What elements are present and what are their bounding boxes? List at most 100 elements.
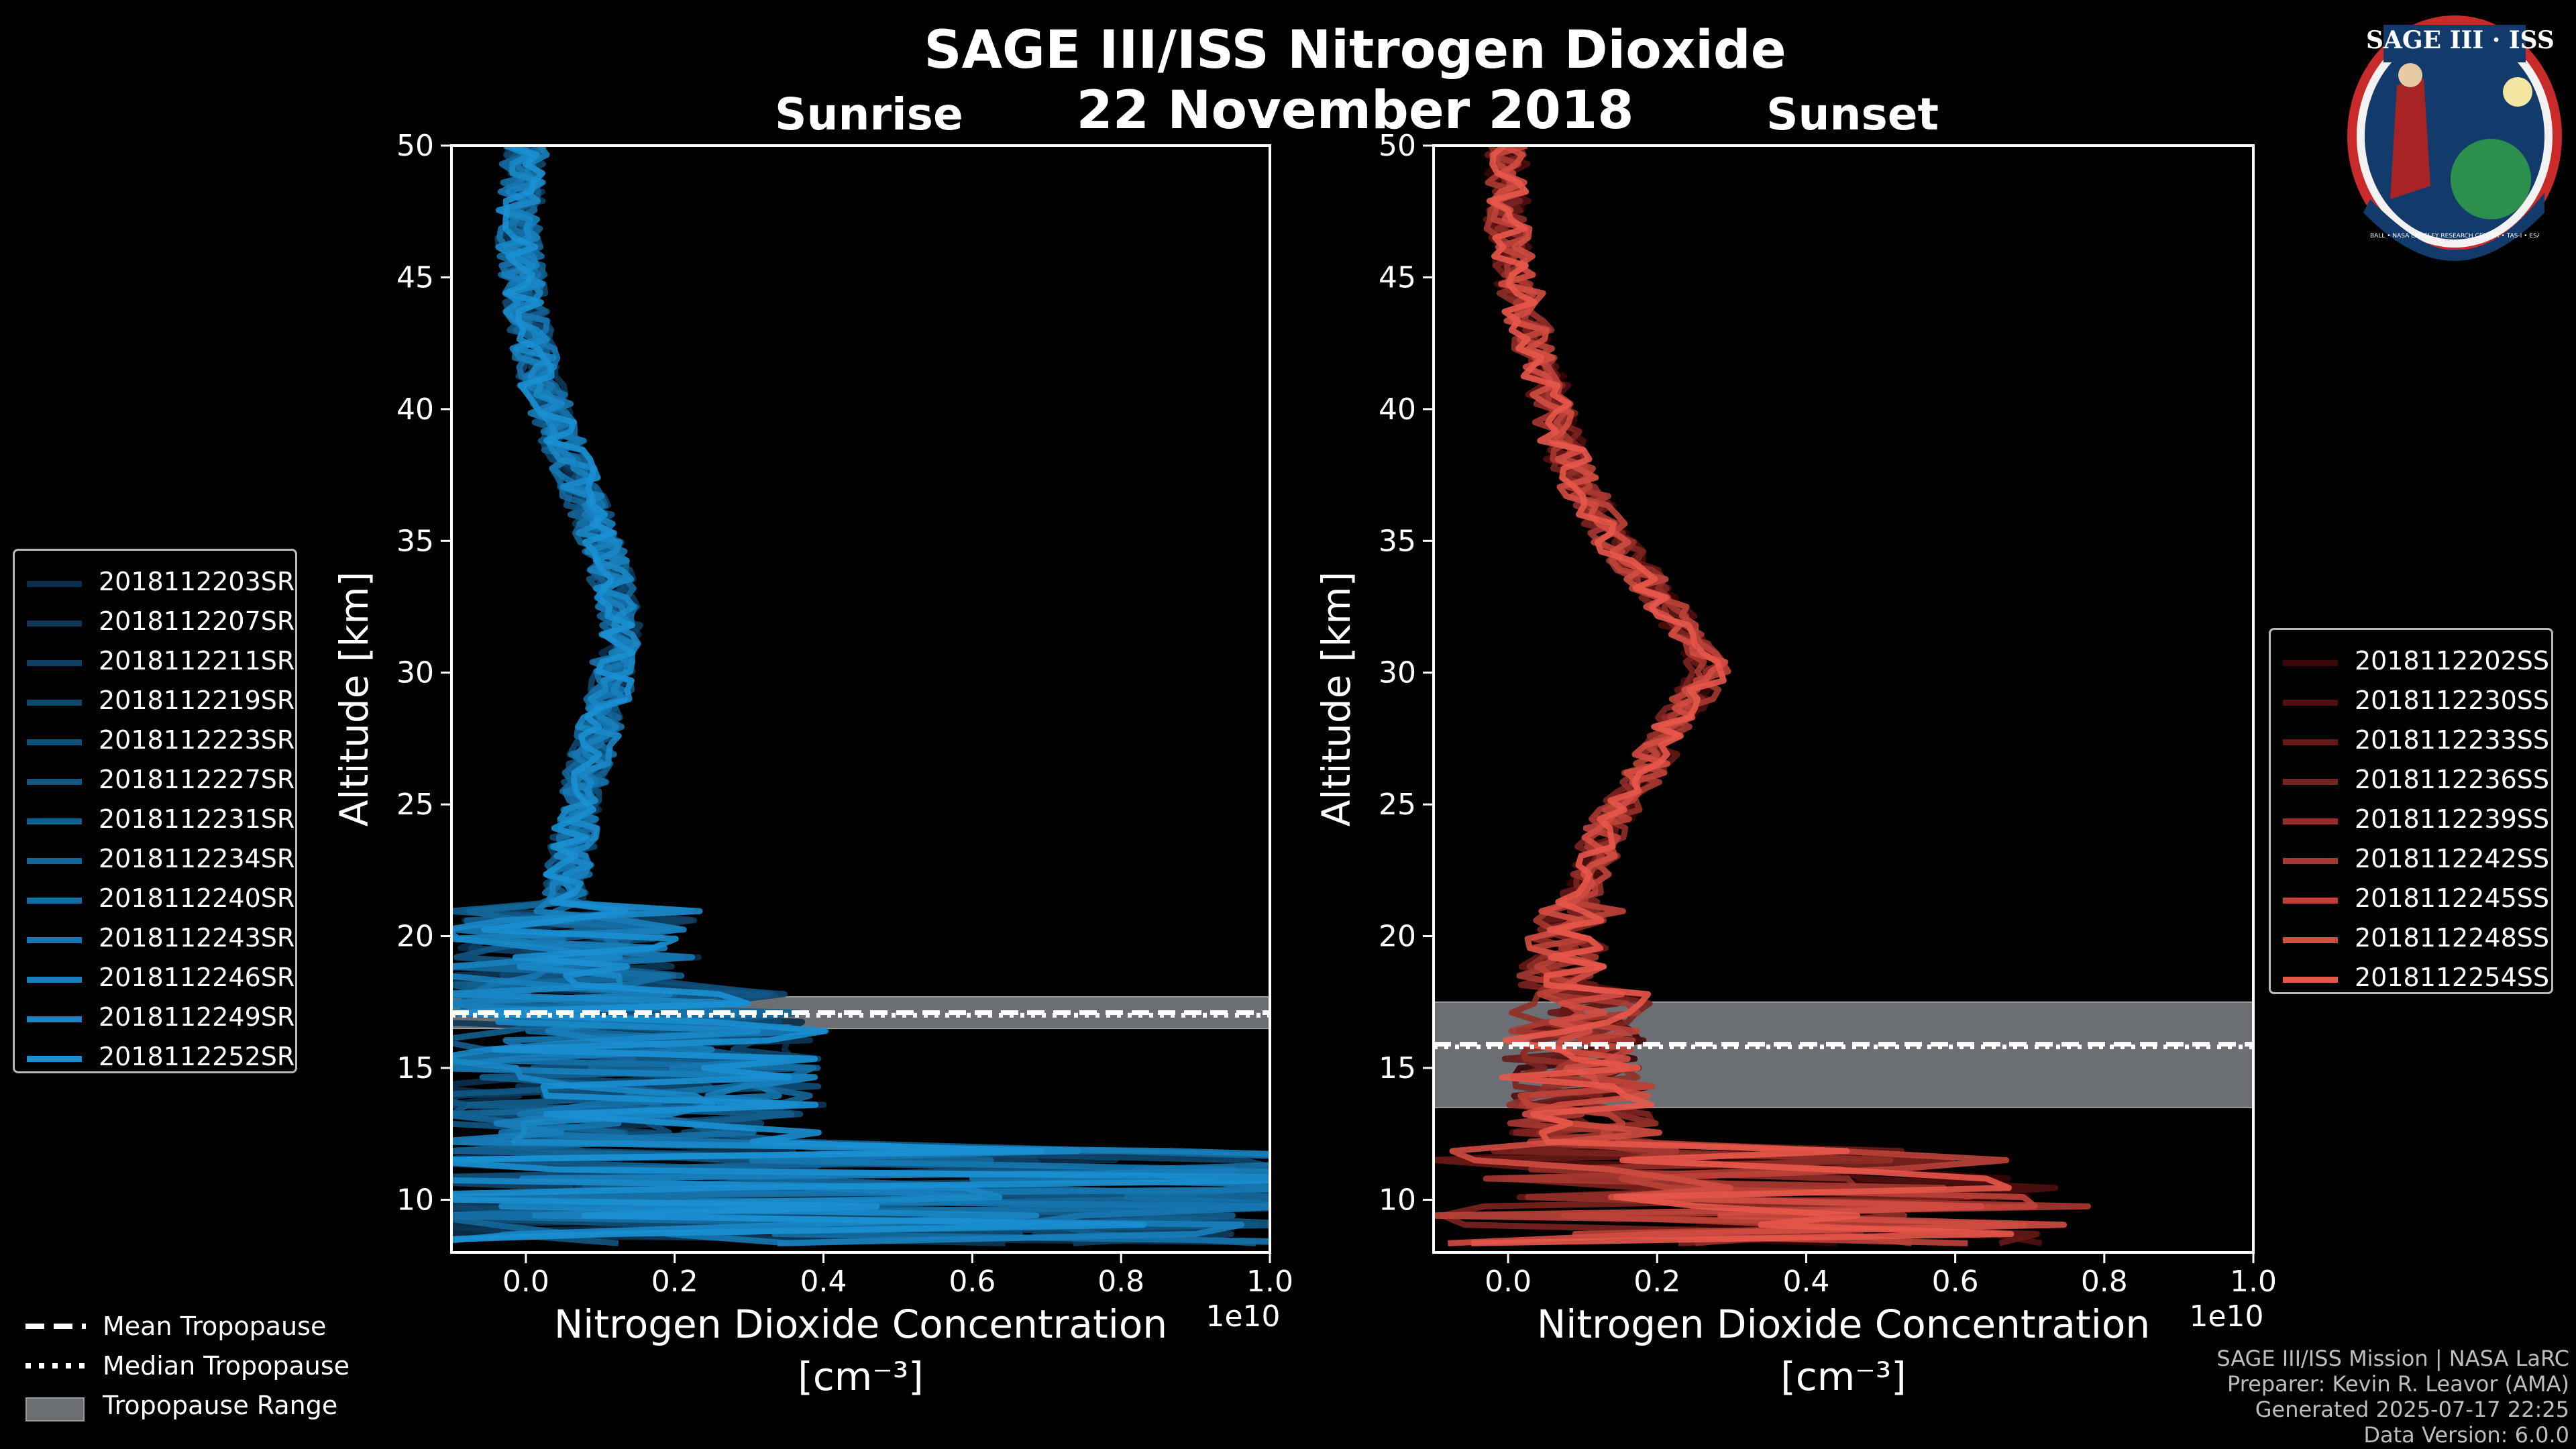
- legend-label: 2018112240SR: [99, 883, 295, 913]
- sunset-x-axis-unit: [cm⁻³]: [1780, 1354, 1907, 1399]
- legend-label: 2018112239SS: [2355, 804, 2550, 834]
- sunrise-y-tick-label: 30: [396, 656, 434, 690]
- legend-label: 2018112245SS: [2355, 883, 2550, 913]
- sunset-x-multiplier: 1e10: [2189, 1299, 2263, 1334]
- series-line-2018112249SR: [451, 146, 1081, 1244]
- footer-line-3: Generated 2025-07-17 22:25: [2255, 1397, 2569, 1422]
- sunset-y-tick-label: 35: [1379, 524, 1416, 558]
- logo-ring-text: BALL • NASA LANGLEY RESEARCH CENTER • TA…: [2370, 233, 2539, 239]
- legend-label: 2018112234SR: [99, 844, 295, 873]
- legend-label: 2018112223SR: [99, 725, 295, 755]
- sunrise-x-tick-label: 0.0: [502, 1265, 549, 1299]
- sunrise-x-tick-label: 0.8: [1097, 1265, 1144, 1299]
- legend-swatch: [27, 977, 82, 983]
- sunrise-plot-area: 0.0 0.2 0.4 0.6 0.8 1.0 10 15 20 25 30 35 40 45 50 1e10…: [331, 129, 1293, 1399]
- sunset-y-tick-label: 40: [1379, 392, 1416, 427]
- legend-swatch: [27, 937, 82, 943]
- sunset-y-axis-label: Altitude [km]: [1313, 572, 1359, 826]
- sunrise-plot-content: [451, 146, 1270, 1246]
- sunset-x-tick-label: 0.4: [1782, 1265, 1829, 1299]
- footer-line-1: SAGE III/ISS Mission | NASA LaRC: [2216, 1346, 2569, 1371]
- figure-title: SAGE III/ISS Nitrogen Dioxide: [924, 20, 1786, 80]
- sunrise-y-tick-label: 45: [396, 260, 434, 294]
- legend-swatch: [27, 858, 82, 864]
- legend-label: 2018112207SR: [99, 606, 295, 636]
- legend-label: 2018112230SS: [2355, 686, 2550, 715]
- legend-swatch: [27, 660, 82, 666]
- legend-label: 2018112233SS: [2355, 725, 2550, 755]
- sunset-legend: 2018112202SS 2018112230SS 2018112233SS 2018…: [2269, 628, 2553, 994]
- sunset-x-tick-label: 0.0: [1485, 1265, 1532, 1299]
- sunrise-y-axis-label: Altitude [km]: [331, 572, 377, 826]
- sunrise-x-multiplier: 1e10: [1205, 1299, 1280, 1334]
- sunset-y-tick-label: 10: [1379, 1183, 1416, 1217]
- legend-swatch: [27, 1056, 82, 1062]
- logo-text: SAGE III · ISS: [2366, 26, 2555, 54]
- figure-date: 22 November 2018: [1076, 80, 1634, 141]
- sunset-x-tick-label: 1.0: [2230, 1265, 2277, 1299]
- legend-swatch: [2283, 660, 2338, 666]
- sunrise-x-axis-unit: [cm⁻³]: [798, 1354, 924, 1399]
- legend-label: 2018112227SR: [99, 765, 295, 794]
- sunset-y-tick-label: 30: [1379, 656, 1416, 690]
- series-line-2018112254SS: [1471, 146, 2015, 1246]
- legend-label: 2018112243SR: [99, 923, 295, 953]
- sunset-y-tick-label: 25: [1379, 788, 1416, 822]
- legend-label: 2018112231SR: [99, 804, 295, 834]
- legend-label: 2018112254SS: [2355, 963, 2550, 992]
- sunset-x-tick-label: 0.2: [1633, 1265, 1680, 1299]
- legend-swatch: [27, 818, 82, 824]
- legend-swatch: [2283, 779, 2338, 785]
- sunset-x-tick-label: 0.8: [2081, 1265, 2128, 1299]
- legend-swatch: [27, 739, 82, 745]
- legend-swatch: [2283, 700, 2338, 706]
- legend-swatch: [2283, 898, 2338, 904]
- sunrise-legend: 2018112203SR 2018112207SR 2018112211SR 2018…: [13, 549, 297, 1073]
- series-line-2018112248SS: [1448, 146, 2068, 1246]
- footer-line-2: Preparer: Kevin R. Leavor (AMA): [2226, 1371, 2569, 1397]
- sunset-plot-frame: [1432, 144, 2255, 1254]
- legend-label: 2018112246SR: [99, 963, 295, 992]
- sunrise-y-tick-label: 10: [396, 1183, 434, 1217]
- legend-swatch: [2283, 937, 2338, 943]
- legend-label: 2018112203SR: [99, 567, 295, 596]
- sunrise-plot-frame: [450, 144, 1271, 1254]
- sunset-subtitle: Sunset: [1766, 89, 1939, 140]
- legend-label: 2018112249SR: [99, 1002, 295, 1032]
- sunrise-x-tick-label: 0.2: [651, 1265, 698, 1299]
- sunrise-x-tick-label: 0.4: [800, 1265, 847, 1299]
- sunrise-x-tick-label: 0.6: [949, 1265, 996, 1299]
- legend-swatch: [27, 1016, 82, 1022]
- legend-label: 2018112242SS: [2355, 844, 2550, 873]
- sunset-y-tick-label: 15: [1379, 1051, 1416, 1085]
- legend-swatch: [27, 581, 82, 587]
- sunrise-y-tick-label: 20: [396, 920, 434, 954]
- legend-swatch: [27, 700, 82, 706]
- sunrise-y-tick-label: 35: [396, 524, 434, 558]
- sunrise-y-tick-label: 15: [396, 1051, 434, 1085]
- legend-swatch: [27, 621, 82, 627]
- sage-logo: SAGE III · ISS BALL • NASA LANGLEY RESEA…: [2343, 11, 2566, 261]
- sunset-y-tick-label: 20: [1379, 920, 1416, 954]
- sunrise-y-tick-label: 50: [396, 129, 434, 163]
- sunrise-x-axis-label: Nitrogen Dioxide Concentration: [554, 1301, 1167, 1347]
- legend-label: 2018112202SS: [2355, 646, 2550, 676]
- sunrise-y-tick-label: 25: [396, 788, 434, 822]
- legend-label: 2018112252SR: [99, 1042, 295, 1071]
- sunrise-x-tick-label: 1.0: [1246, 1265, 1293, 1299]
- legend-label: 2018112211SR: [99, 646, 295, 676]
- sunset-y-tick-label: 45: [1379, 260, 1416, 294]
- legend-label: 2018112248SS: [2355, 923, 2550, 953]
- sunrise-subtitle: Sunrise: [775, 89, 963, 140]
- sunset-plot-area: 0.0 0.2 0.4 0.6 0.8 1.0 10 15 20 25 30 35 40 45 50 1e10…: [1313, 129, 2277, 1399]
- sunset-y-tick-label: 50: [1379, 129, 1416, 163]
- legend-swatch: [27, 898, 82, 904]
- legend-swatch: [27, 779, 82, 785]
- sunset-plot-content: [1434, 146, 2253, 1246]
- series-line-2018112252SR: [451, 146, 1270, 1243]
- sunrise-y-tick-label: 40: [396, 392, 434, 427]
- footer-credits: SAGE III/ISS Mission | NASA LaRC Prepare…: [2216, 1346, 2569, 1448]
- legend-swatch: [2283, 858, 2338, 864]
- legend-label: 2018112219SR: [99, 686, 295, 715]
